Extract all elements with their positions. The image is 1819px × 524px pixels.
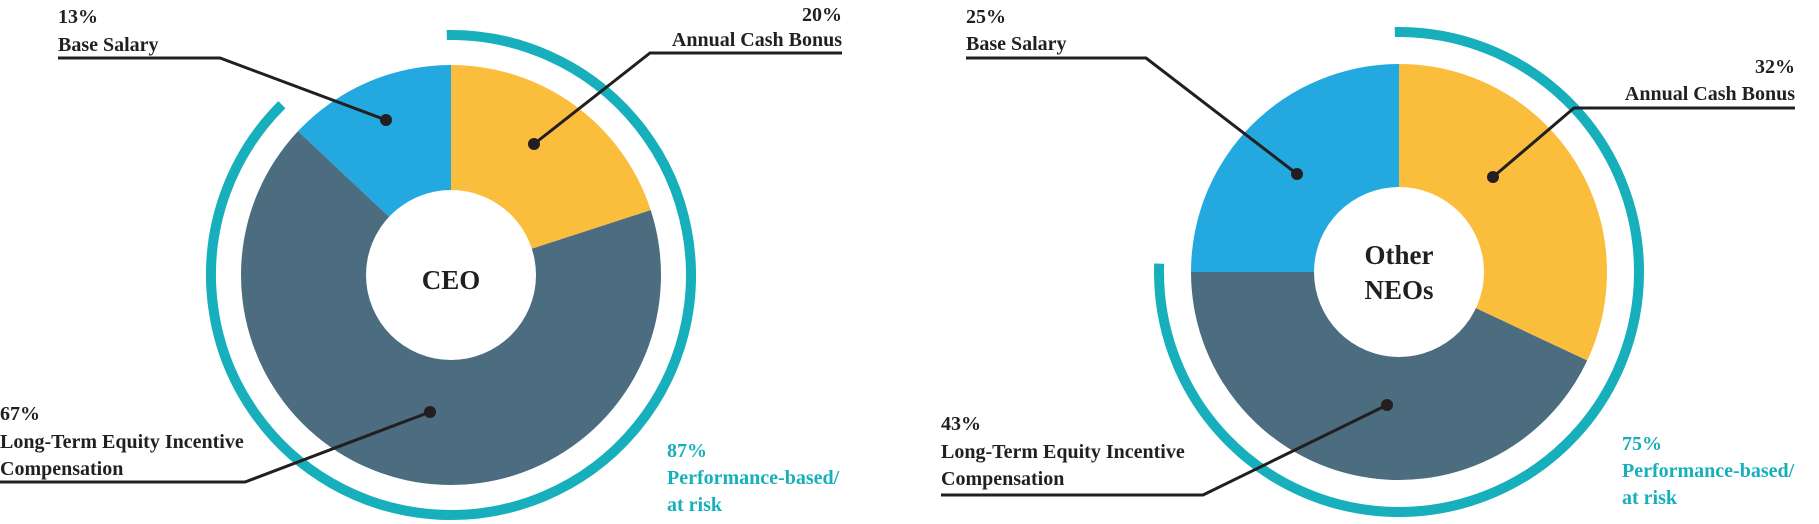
other-neos-long-term-equity-slice — [1191, 272, 1588, 480]
other-neos-long-term-equity-pct: 43% — [941, 413, 981, 435]
ceo-annual-cash-bonus-leader — [533, 51, 842, 146]
other-neos-base-salary-pct: 25% — [966, 6, 1006, 28]
ceo-long-term-equity-pct: 67% — [0, 403, 40, 425]
ceo-performance-label-line2: at risk — [667, 494, 723, 516]
other-neos-base-salary-label: Base Salary — [966, 33, 1067, 55]
ceo-annual-cash-bonus-pct: 20% — [802, 4, 842, 26]
ceo-base-salary-dot — [380, 114, 392, 126]
other-neos-long-term-equity-label-line2: Compensation — [941, 468, 1064, 490]
other-neos-chart: Other NEOs 25% Base Salary 32% Annual Ca… — [941, 6, 1795, 518]
ceo-center-label: CEO — [422, 265, 481, 295]
other-neos-long-term-equity-label-line1: Long-Term Equity Incentive — [941, 441, 1185, 463]
ceo-long-term-equity-dot — [424, 406, 436, 418]
other-neos-long-term-equity-leader — [941, 403, 1388, 497]
other-neos-base-salary-dot — [1291, 168, 1303, 180]
other-neos-base-salary-leader — [966, 56, 1298, 176]
ceo-base-salary-label: Base Salary — [58, 34, 159, 56]
other-neos-performance-pct: 75% — [1622, 433, 1662, 455]
other-neos-performance-label-line2: at risk — [1622, 487, 1678, 509]
ceo-center-hole — [366, 190, 536, 360]
other-neos-center-hole — [1314, 187, 1484, 357]
other-neos-performance-label-line1: Performance-based/ — [1622, 460, 1795, 482]
other-neos-center-label-line1: Other — [1365, 240, 1434, 270]
ceo-annual-cash-bonus-label: Annual Cash Bonus — [672, 29, 842, 51]
ceo-long-term-equity-label-line2: Compensation — [0, 458, 123, 480]
ceo-base-salary-leader — [58, 56, 387, 122]
other-neos-performance-ring — [1154, 27, 1644, 518]
other-neos-annual-cash-bonus-dot — [1487, 171, 1499, 183]
ceo-long-term-equity-label-line1: Long-Term Equity Incentive — [0, 431, 244, 453]
ceo-chart: CEO 13% Base Salary 20% Annual Cash Bonu… — [0, 4, 842, 521]
other-neos-annual-cash-bonus-leader — [1492, 106, 1795, 179]
ceo-long-term-equity-leader — [0, 410, 431, 484]
ceo-performance-pct: 87% — [667, 440, 707, 462]
ceo-base-salary-pct: 13% — [58, 6, 98, 28]
ceo-annual-cash-bonus-dot — [528, 138, 540, 150]
ceo-performance-ring — [206, 30, 696, 521]
other-neos-annual-cash-bonus-label: Annual Cash Bonus — [1625, 83, 1795, 105]
other-neos-long-term-equity-dot — [1381, 399, 1393, 411]
other-neos-center-label-line2: NEOs — [1364, 275, 1433, 305]
ceo-performance-label-line1: Performance-based/ — [667, 467, 840, 489]
other-neos-annual-cash-bonus-pct: 32% — [1755, 56, 1795, 78]
